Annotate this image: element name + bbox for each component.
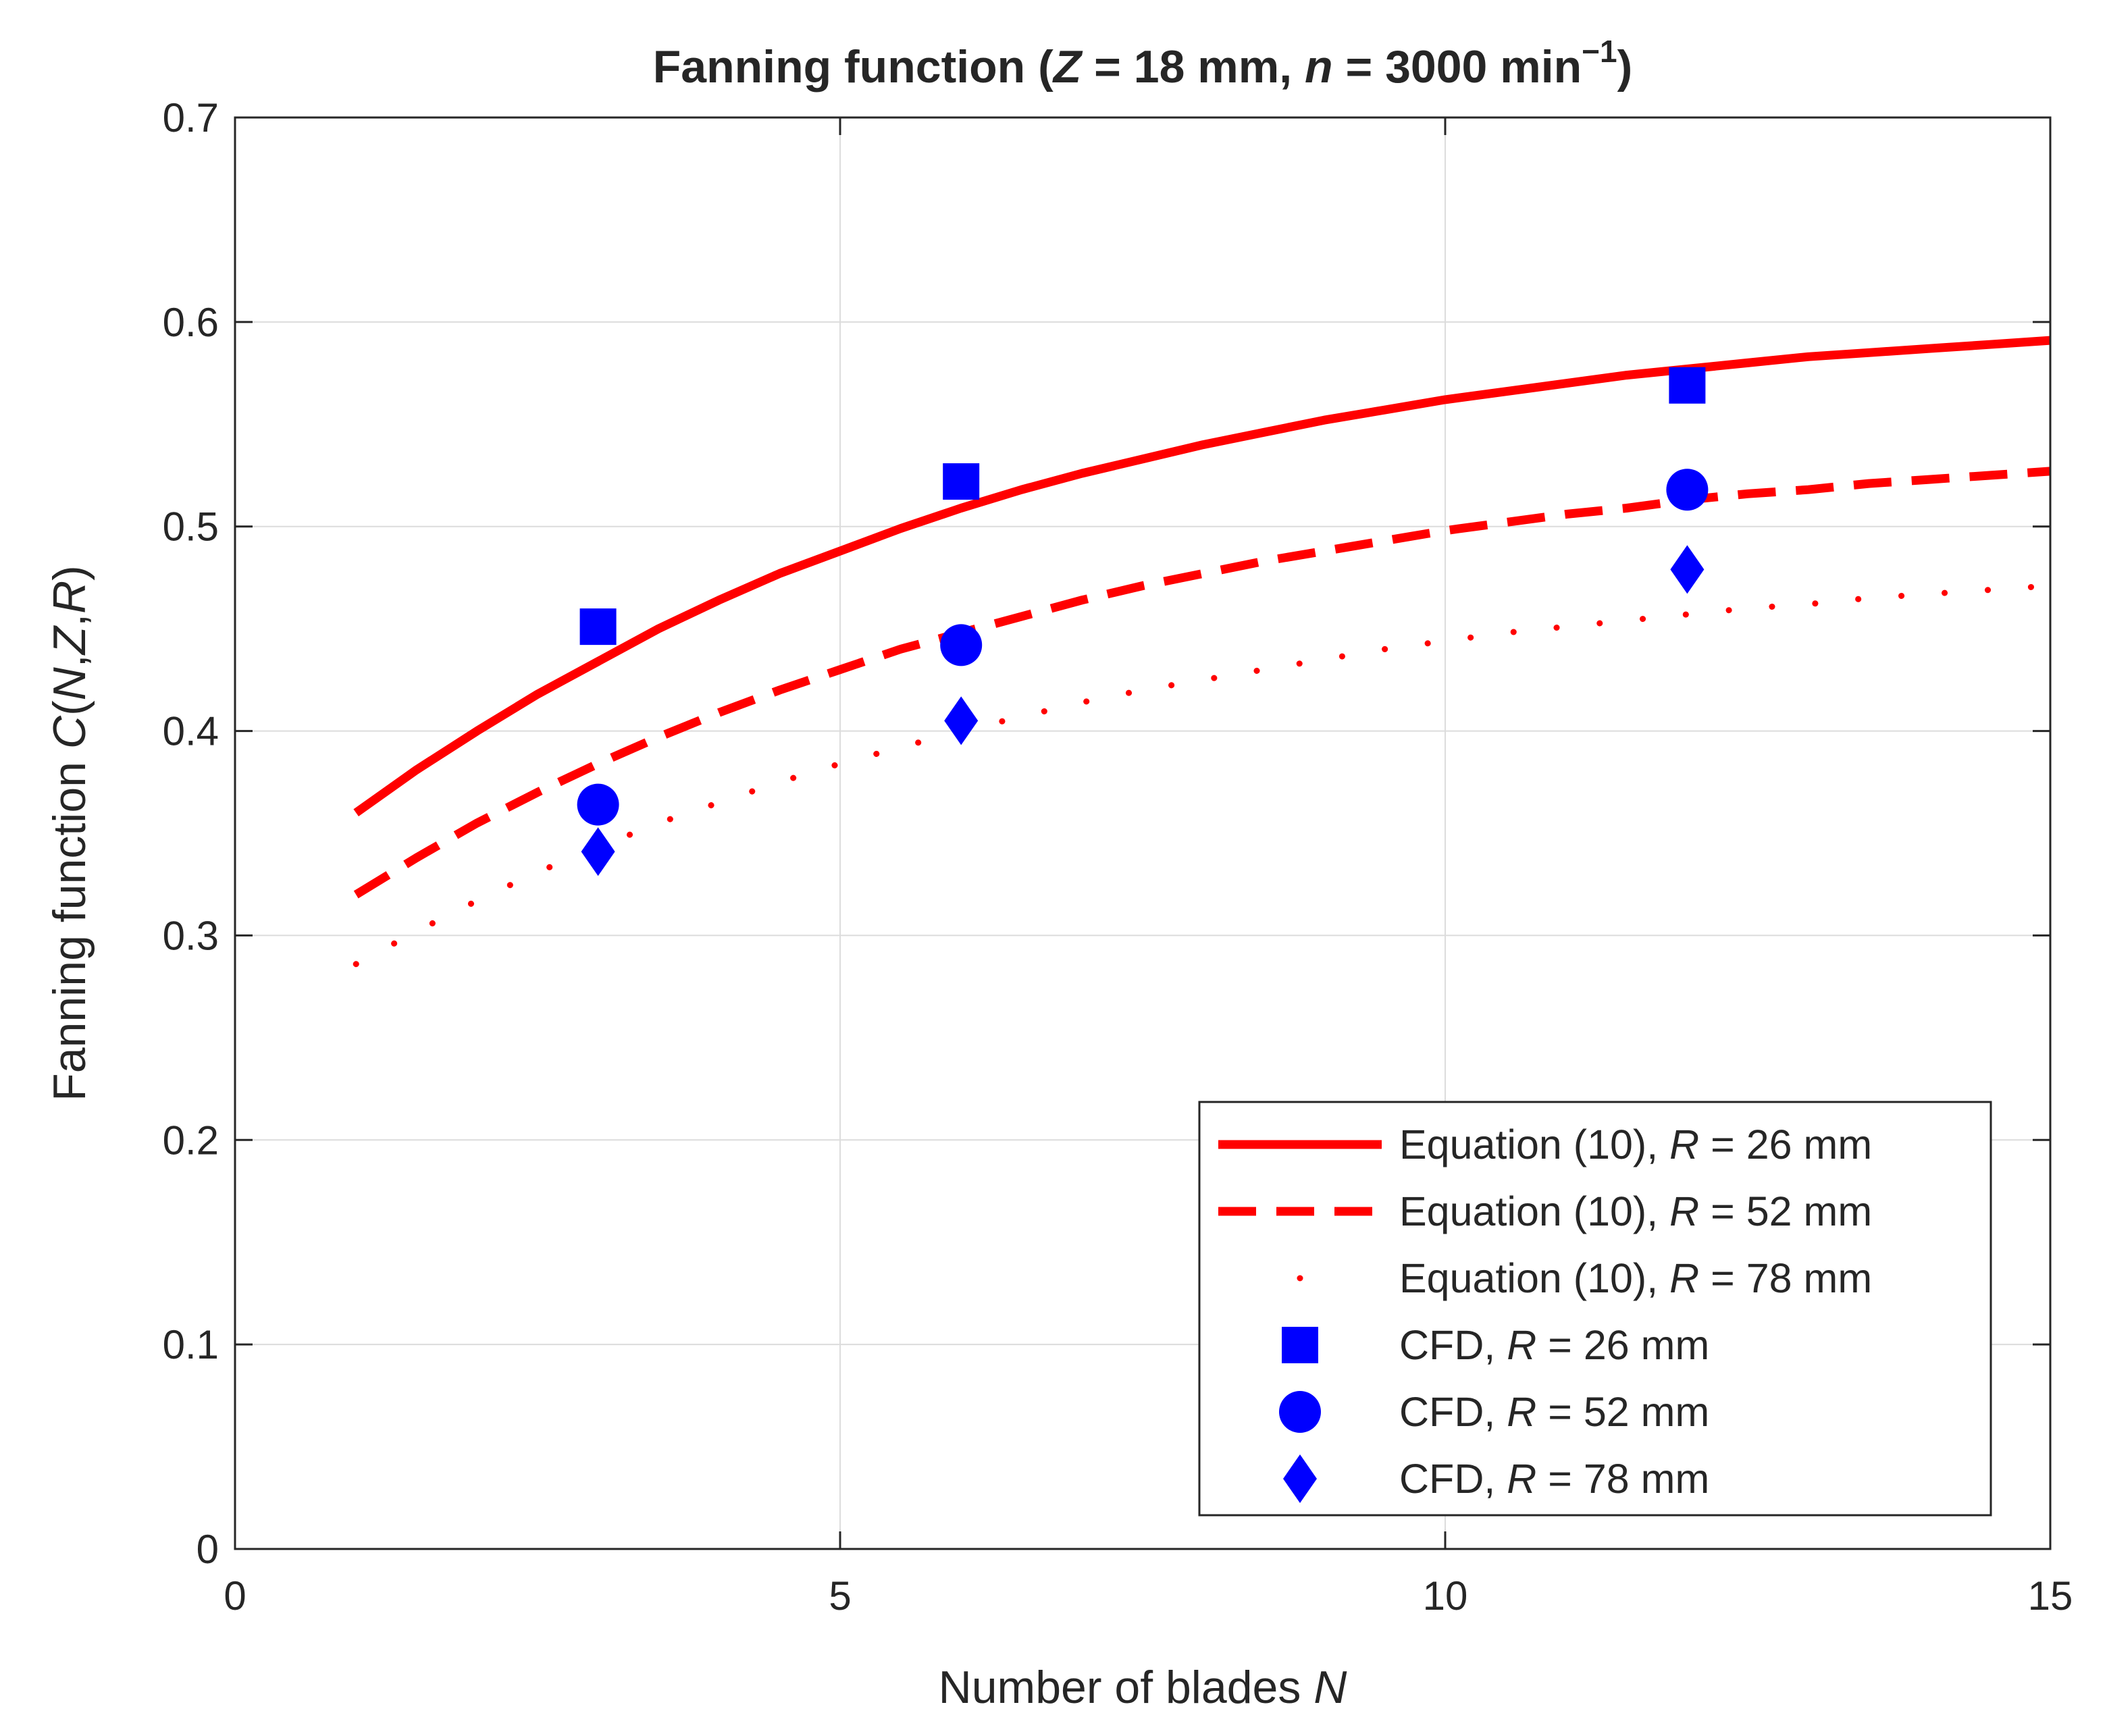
legend-entry-4-square-sample	[1282, 1327, 1318, 1363]
series-2-dashed-curve	[353, 467, 2051, 899]
legend-box	[1198, 1101, 1992, 1517]
series-5-circle-marker	[1666, 469, 1709, 511]
data-series	[353, 336, 2054, 968]
series-1-solid-curve	[353, 336, 2051, 817]
series-4-square-marker	[1669, 367, 1706, 404]
legend-entry-2-label: Equation (10), R = 52 mm	[1399, 1188, 1872, 1234]
axes-box	[234, 116, 2052, 1550]
x-tick-label: 0	[224, 1573, 246, 1619]
y-tick-label: 0.6	[163, 300, 219, 345]
legend-entry-5-label: CFD, R = 52 mm	[1399, 1389, 1709, 1435]
legend-entries: Equation (10), R = 26 mm Equation (10), R…	[1218, 1122, 1872, 1503]
chart-title: Fanning function (Z = 18 mm, n = 3000 mi…	[653, 34, 1633, 93]
legend-entry-4-label: CFD, R = 26 mm	[1399, 1322, 1709, 1368]
y-tick-label: 0.1	[163, 1322, 219, 1367]
y-tick-label: 0.5	[163, 504, 219, 550]
legend: Equation (10), R = 26 mm Equation (10), R…	[1198, 1101, 1992, 1517]
tick-marks	[234, 116, 2052, 1550]
y-tick-label: 0.4	[163, 709, 219, 754]
series-6-diamond-marker	[944, 696, 979, 745]
series-4-square-marker	[579, 608, 617, 646]
x-tick-label: 10	[1423, 1573, 1468, 1619]
y-tick-label: 0.3	[163, 913, 219, 958]
legend-entry-6-diamond-sample	[1283, 1454, 1317, 1503]
legend-entry-3-label: Equation (10), R = 78 mm	[1399, 1255, 1872, 1301]
series-4-square-marker	[943, 463, 980, 500]
legend-entry-6-label: CFD, R = 78 mm	[1399, 1456, 1709, 1502]
series-5-circle-marker	[577, 783, 619, 826]
x-axis-label: Number of blades N	[939, 1662, 1348, 1713]
tick-labels: 0 5 10 15 0 0.1 0.2 0.3 0.4 0.5 0.6 0.7	[163, 95, 2073, 1619]
series-6-diamond-marker	[1670, 545, 1705, 594]
legend-entry-1-label: Equation (10), R = 26 mm	[1399, 1122, 1872, 1167]
y-tick-label: 0.2	[163, 1117, 219, 1163]
x-tick-label: 5	[829, 1573, 851, 1619]
series-5-circle-marker	[940, 624, 983, 666]
x-tick-label: 15	[2028, 1573, 2073, 1619]
y-axis-label: Fanning function C(N,Z,R)	[44, 565, 95, 1101]
legend-entry-5-circle-sample	[1279, 1391, 1321, 1433]
y-tick-label: 0	[197, 1527, 219, 1572]
y-tick-label: 0.7	[163, 95, 219, 140]
series-6-diamond-marker	[581, 827, 615, 876]
